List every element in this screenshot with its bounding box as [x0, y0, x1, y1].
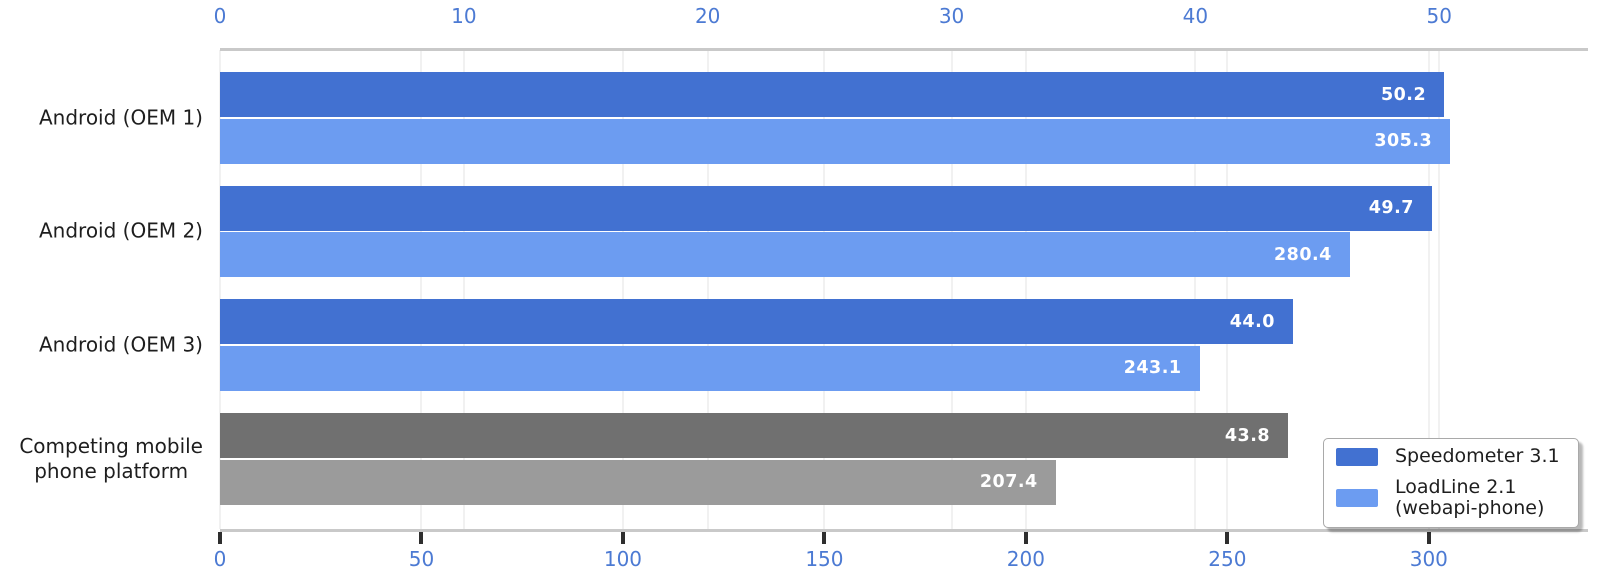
bottom-axis-tick-label: 200: [1006, 547, 1045, 571]
gridline: [462, 50, 465, 529]
bar-speedometer: 49.7: [220, 185, 1432, 231]
bar-speedometer: 43.8: [220, 413, 1289, 459]
bottom-axis-line: [220, 529, 1588, 532]
bottom-axis-tick-label: 300: [1409, 547, 1448, 571]
top-axis-tick-label: 30: [938, 4, 965, 28]
legend-swatch: [1336, 448, 1378, 467]
bottom-axis-tick-mark: [218, 532, 222, 544]
bar-loadline: 280.4: [220, 232, 1350, 278]
legend: Speedometer 3.1 LoadLine 2.1 (webapi-phon…: [1323, 438, 1579, 528]
gridline: [950, 50, 953, 529]
bar-loadline: 207.4: [220, 459, 1056, 505]
bottom-axis-tick-mark: [1225, 532, 1230, 544]
legend-label: LoadLine 2.1 (webapi-phone): [1395, 475, 1545, 520]
gridline: [1438, 50, 1441, 529]
bottom-axis-tick-label: 250: [1208, 547, 1247, 571]
gridline: [1427, 50, 1430, 529]
gridline: [420, 50, 423, 529]
bottom-axis-tick-mark: [419, 532, 424, 544]
bottom-axis-tick-label: 0: [213, 547, 227, 571]
bar-loadline: 305.3: [220, 118, 1451, 164]
category-label: Android (OEM 3): [38, 332, 203, 357]
gridline: [219, 50, 221, 529]
bar-value-label: 43.8: [1224, 425, 1271, 446]
top-axis-line: [220, 48, 1588, 51]
gridline: [1226, 50, 1229, 529]
bar-speedometer: 50.2: [220, 72, 1445, 117]
bottom-axis-tick-mark: [620, 532, 625, 544]
legend-label: Speedometer 3.1: [1395, 445, 1560, 468]
bar-value-label: 50.2: [1380, 84, 1427, 105]
gridline: [706, 50, 709, 529]
legend-swatch: [1336, 489, 1378, 508]
bottom-axis-tick-mark: [822, 532, 827, 544]
category-label: Android (OEM 2): [38, 218, 203, 243]
bar-speedometer: 44.0: [220, 299, 1293, 345]
bottom-axis-tick-label: 50: [408, 547, 435, 571]
top-axis-tick-label: 0: [213, 4, 227, 28]
bar-value-label: 44.0: [1229, 311, 1275, 332]
bottom-axis-tick-mark: [1426, 532, 1431, 544]
category-label: Android (OEM 1): [38, 105, 203, 130]
top-axis-tick-label: 10: [451, 4, 477, 28]
top-axis-tick-label: 40: [1182, 4, 1209, 28]
bar-value-label: 280.4: [1273, 244, 1332, 265]
legend-entry: LoadLine 2.1 (webapi-phone): [1336, 475, 1562, 520]
bar-value-label: 49.7: [1368, 198, 1414, 219]
bar-value-label: 243.1: [1123, 358, 1182, 379]
bar-value-label: 305.3: [1374, 131, 1433, 151]
bar-value-label: 207.4: [979, 472, 1038, 493]
bar-loadline: 243.1: [220, 345, 1200, 391]
gridline: [621, 50, 624, 529]
legend-entry: Speedometer 3.1: [1336, 445, 1562, 468]
gridline: [1024, 50, 1027, 529]
top-axis-tick-label: 50: [1426, 4, 1452, 28]
gridline: [1194, 50, 1197, 529]
bottom-axis-tick-mark: [1023, 532, 1028, 544]
category-label: Competing mobile phone platform: [19, 433, 203, 483]
gridline: [823, 50, 826, 529]
bottom-axis-tick-label: 100: [603, 547, 643, 571]
top-axis-tick-label: 20: [694, 4, 721, 28]
bottom-axis-tick-label: 150: [805, 547, 844, 571]
